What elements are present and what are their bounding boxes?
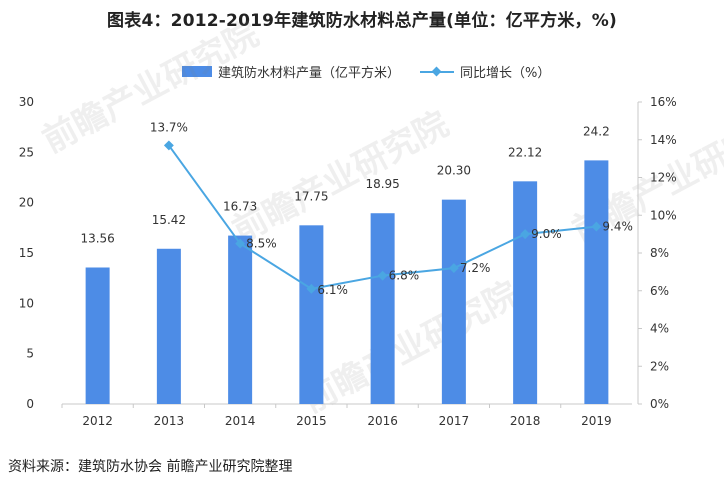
growth-value-label: 8.5%: [246, 237, 277, 251]
bar-value-label: 16.73: [223, 200, 257, 214]
x-tick-label: 2018: [510, 414, 541, 428]
y-right-tick-label: 16%: [650, 95, 677, 109]
bar: [584, 160, 609, 404]
y-left-tick-label: 25: [19, 145, 34, 159]
bar-value-label: 20.30: [437, 164, 471, 178]
y-left-tick-label: 30: [19, 95, 34, 109]
bar-value-label: 18.95: [365, 177, 399, 191]
x-tick-label: 2012: [82, 414, 113, 428]
bar-value-label: 22.12: [508, 145, 542, 159]
y-left-tick-label: 5: [26, 347, 34, 361]
growth-value-label: 6.8%: [389, 269, 420, 283]
x-tick-label: 2013: [154, 414, 185, 428]
bar: [156, 248, 181, 404]
growth-value-label: 7.2%: [460, 261, 491, 275]
bar-value-label: 13.56: [80, 231, 114, 245]
bar: [228, 235, 253, 404]
growth-point: [377, 270, 388, 281]
legend-bar-label: 建筑防水材料产量（亿平方米）: [218, 66, 401, 81]
y-right-tick-label: 8%: [650, 246, 669, 260]
bar: [85, 267, 110, 404]
growth-point: [448, 263, 459, 274]
bar: [513, 181, 538, 404]
y-right-tick-label: 0%: [650, 397, 669, 411]
growth-value-label: 9.4%: [602, 220, 633, 234]
legend-item-bar: 建筑防水材料产量（亿平方米）: [182, 62, 400, 81]
bar: [441, 199, 466, 404]
chart-title: 图表4：2012-2019年建筑防水材料总产量(单位：亿平方米，%): [107, 11, 617, 31]
x-tick-label: 2016: [367, 414, 398, 428]
growth-point: [235, 238, 246, 249]
growth-value-label: 9.0%: [531, 227, 562, 241]
x-tick-label: 2019: [581, 414, 612, 428]
growth-value-label: 6.1%: [317, 283, 348, 297]
y-right-tick-label: 10%: [650, 208, 677, 222]
y-left-tick-label: 0: [26, 397, 34, 411]
growth-point: [306, 283, 317, 294]
y-right-tick-label: 6%: [650, 284, 669, 298]
y-left-tick-label: 20: [19, 196, 34, 210]
bar: [299, 225, 324, 404]
legend-bar-swatch: [182, 66, 212, 77]
y-right-tick-label: 4%: [650, 322, 669, 336]
legend-item-line: 同比增长（%）: [420, 62, 550, 81]
y-left-tick-label: 15: [19, 246, 34, 260]
x-tick-label: 2014: [225, 414, 256, 428]
y-right-tick-label: 14%: [650, 133, 677, 147]
legend: 建筑防水材料产量（亿平方米） 同比增长（%）: [0, 62, 724, 84]
x-tick-label: 2015: [296, 414, 327, 428]
bar-value-label: 24.2: [583, 124, 610, 138]
growth-point: [163, 140, 174, 151]
growth-point: [520, 229, 531, 240]
growth-point: [591, 221, 602, 232]
growth-value-label: 13.7%: [150, 120, 188, 134]
y-right-tick-label: 12%: [650, 171, 677, 185]
x-tick-label: 2017: [439, 414, 470, 428]
y-right-tick-label: 2%: [650, 359, 669, 373]
bar: [370, 213, 395, 404]
bar-value-label: 15.42: [152, 213, 186, 227]
source-note: 资料来源：建筑防水协会 前瞻产业研究院整理: [8, 459, 293, 475]
y-left-tick-label: 10: [19, 296, 34, 310]
legend-line-label: 同比增长（%）: [460, 66, 551, 81]
bar-value-label: 17.75: [294, 189, 328, 203]
legend-line-swatch: [420, 65, 454, 79]
